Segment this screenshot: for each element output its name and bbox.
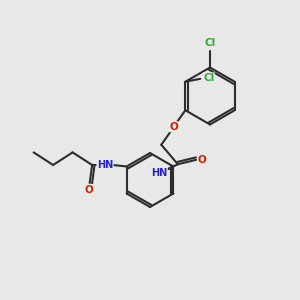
Text: HN: HN xyxy=(151,168,167,178)
Text: O: O xyxy=(169,122,178,132)
Text: Cl: Cl xyxy=(204,38,216,49)
Text: O: O xyxy=(85,184,94,195)
Text: Cl: Cl xyxy=(203,73,214,83)
Text: O: O xyxy=(197,155,206,165)
Text: HN: HN xyxy=(97,160,113,170)
